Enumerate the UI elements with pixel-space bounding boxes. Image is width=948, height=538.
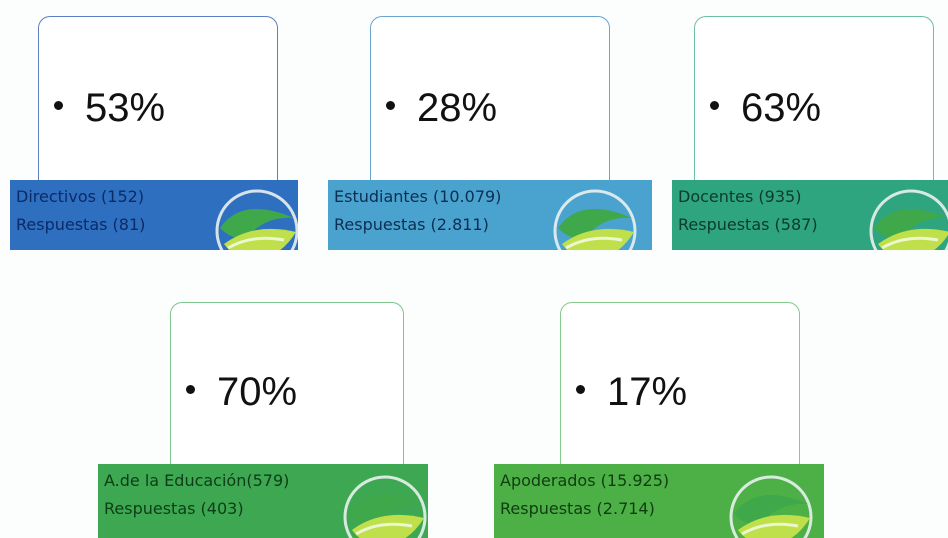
leaf-globe-icon — [553, 189, 637, 250]
leaf-globe-icon — [869, 189, 948, 250]
card-estudiantes — [370, 16, 610, 182]
percent-value: 28% — [417, 86, 498, 130]
percent-value: 70% — [217, 370, 298, 414]
bullet-icon — [54, 100, 63, 110]
card-directivos — [38, 16, 278, 182]
bullet-icon — [386, 100, 395, 110]
leaf-globe-icon — [343, 475, 427, 538]
card-apoderados — [560, 302, 800, 466]
card-docentes — [694, 16, 934, 182]
card-asistentes — [170, 302, 404, 466]
band-asistentes: A.de la Educación(579) Respuestas (403) — [98, 464, 428, 538]
responses-label: Respuestas (2.714) — [500, 499, 655, 518]
band-directivos: Directivos (152) Respuestas (81) — [10, 180, 298, 250]
percent-asistentes: 70% — [186, 372, 297, 412]
band-docentes: Docentes (935) Respuestas (587) — [672, 180, 948, 250]
percent-estudiantes: 28% — [386, 88, 497, 128]
percent-docentes: 63% — [710, 88, 821, 128]
group-label: A.de la Educación(579) — [104, 471, 290, 490]
responses-label: Respuestas (403) — [104, 499, 244, 518]
leaf-globe-icon — [215, 189, 298, 250]
leaf-globe-icon — [729, 475, 813, 538]
percent-apoderados: 17% — [576, 372, 687, 412]
group-label: Estudiantes (10.079) — [334, 187, 502, 206]
group-label: Directivos (152) — [16, 187, 145, 206]
percent-directivos: 53% — [54, 88, 165, 128]
percent-value: 17% — [607, 370, 688, 414]
bullet-icon — [576, 384, 585, 394]
group-label: Docentes (935) — [678, 187, 802, 206]
bullet-icon — [186, 384, 195, 394]
responses-label: Respuestas (81) — [16, 215, 146, 234]
percent-value: 63% — [741, 86, 822, 130]
responses-label: Respuestas (587) — [678, 215, 818, 234]
band-estudiantes: Estudiantes (10.079) Respuestas (2.811) — [328, 180, 652, 250]
group-label: Apoderados (15.925) — [500, 471, 670, 490]
bullet-icon — [710, 100, 719, 110]
responses-label: Respuestas (2.811) — [334, 215, 489, 234]
percent-value: 53% — [85, 86, 166, 130]
band-apoderados: Apoderados (15.925) Respuestas (2.714) — [494, 464, 824, 538]
